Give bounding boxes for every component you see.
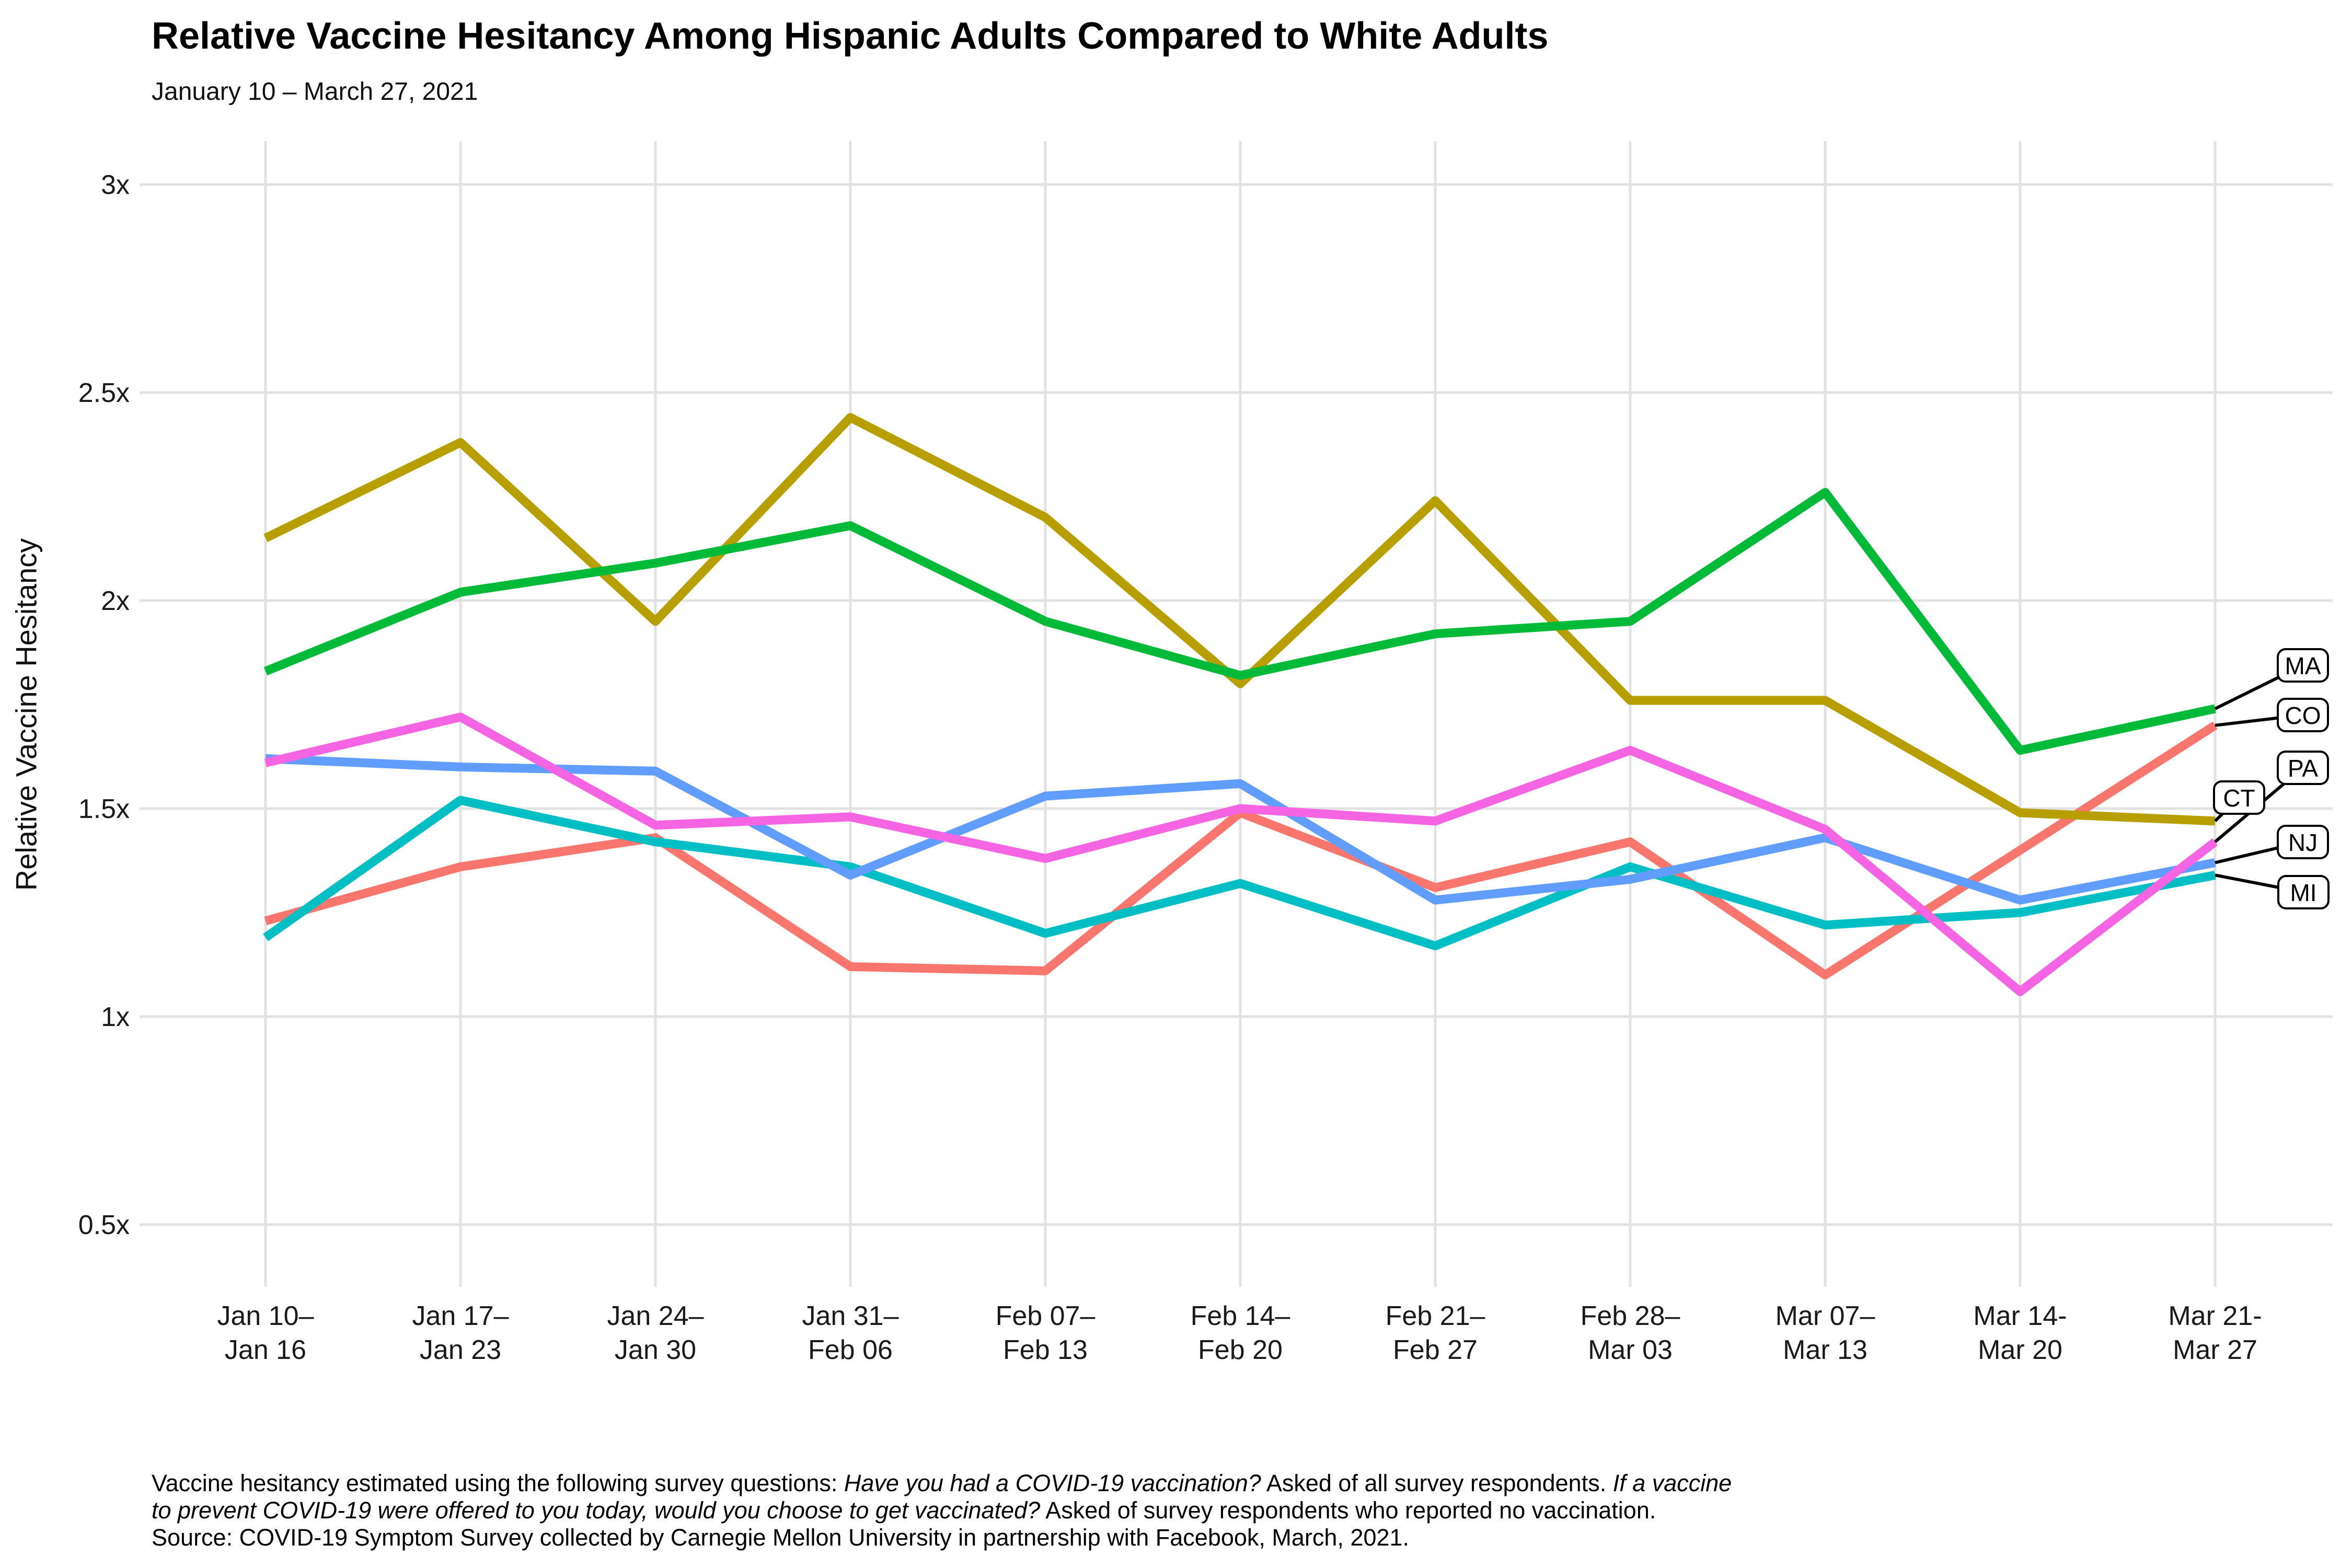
end-label-text-PA: PA	[2288, 755, 2318, 782]
end-label-box-CT	[2213, 780, 2265, 815]
x-tick-label: Feb 28–	[1581, 1301, 1680, 1331]
end-label-text-CT: CT	[2223, 785, 2255, 812]
end-label-text-MA: MA	[2285, 652, 2321, 679]
y-tick-label: 0.5x	[78, 1210, 130, 1240]
x-tick-label: Mar 21-	[2168, 1301, 2262, 1331]
caption: Vaccine hesitancy estimated using the fo…	[152, 1470, 2242, 1551]
x-tick-label: Jan 16	[225, 1335, 306, 1365]
end-label-box-MI	[2277, 875, 2330, 909]
end-label-text-CO: CO	[2285, 702, 2321, 729]
y-tick-label: 2.5x	[78, 378, 130, 408]
caption-segment-italic: to prevent COVID-19 were offered to you …	[152, 1497, 1041, 1524]
x-tick-label: Feb 21–	[1386, 1301, 1485, 1331]
y-tick-label: 3x	[101, 170, 130, 200]
x-tick-label: Mar 07–	[1775, 1301, 1875, 1331]
x-tick-label: Mar 14-	[1973, 1301, 2067, 1331]
caption-line: Source: COVID-19 Symptom Survey collecte…	[152, 1524, 2242, 1551]
end-label-text-NJ: NJ	[2288, 829, 2318, 856]
series-line-MA	[263, 488, 2216, 755]
x-tick-label: Jan 17–	[412, 1301, 509, 1331]
series-line-PA	[264, 712, 2218, 996]
caption-line: Vaccine hesitancy estimated using the fo…	[152, 1470, 2242, 1497]
y-tick-label: 1x	[101, 1002, 130, 1032]
x-tick-label: Mar 03	[1588, 1335, 1673, 1365]
end-label-box-MA	[2277, 648, 2329, 683]
caption-segment: Asked of survey respondents who reported…	[1040, 1497, 1656, 1524]
chart-subtitle: January 10 – March 27, 2021	[152, 78, 478, 106]
end-label-box-NJ	[2277, 825, 2329, 859]
x-tick-label: Jan 24–	[607, 1301, 704, 1331]
x-tick-label: Feb 13	[1003, 1335, 1088, 1365]
x-tick-label: Feb 14–	[1191, 1301, 1290, 1331]
x-tick-label: Feb 07–	[996, 1301, 1096, 1331]
chart-title: Relative Vaccine Hesitancy Among Hispani…	[152, 15, 1549, 57]
series-line-MI	[263, 795, 2216, 951]
y-tick-label: 2x	[101, 586, 130, 616]
caption-segment-italic: Have you had a COVID-19 vaccination?	[844, 1470, 1261, 1496]
y-tick-label: 1.5x	[78, 794, 130, 824]
caption-line: to prevent COVID-19 were offered to you …	[152, 1497, 2242, 1524]
x-tick-label: Feb 27	[1393, 1335, 1478, 1365]
end-label-box-PA	[2277, 751, 2329, 785]
x-tick-label: Mar 13	[1783, 1335, 1867, 1365]
x-tick-label: Jan 23	[420, 1335, 501, 1365]
x-tick-label: Jan 31–	[802, 1301, 898, 1331]
x-tick-label: Jan 10–	[217, 1301, 314, 1331]
x-tick-label: Mar 20	[1978, 1335, 2062, 1365]
x-tick-label: Feb 20	[1198, 1335, 1283, 1365]
caption-segment: Source: COVID-19 Symptom Survey collecte…	[152, 1524, 1410, 1551]
caption-segment-italic: If a vaccine	[1612, 1470, 1732, 1496]
x-tick-label: Mar 27	[2173, 1335, 2257, 1365]
caption-segment: Asked of all survey respondents.	[1261, 1470, 1613, 1496]
series-line-CT	[263, 413, 2216, 826]
x-tick-label: Feb 06	[808, 1335, 893, 1365]
caption-segment: Vaccine hesitancy estimated using the fo…	[152, 1470, 844, 1496]
end-label-box-CO	[2277, 698, 2329, 732]
end-label-text-MI: MI	[2290, 879, 2316, 906]
series-line-NJ	[265, 754, 2216, 905]
x-tick-label: Jan 30	[615, 1335, 696, 1365]
